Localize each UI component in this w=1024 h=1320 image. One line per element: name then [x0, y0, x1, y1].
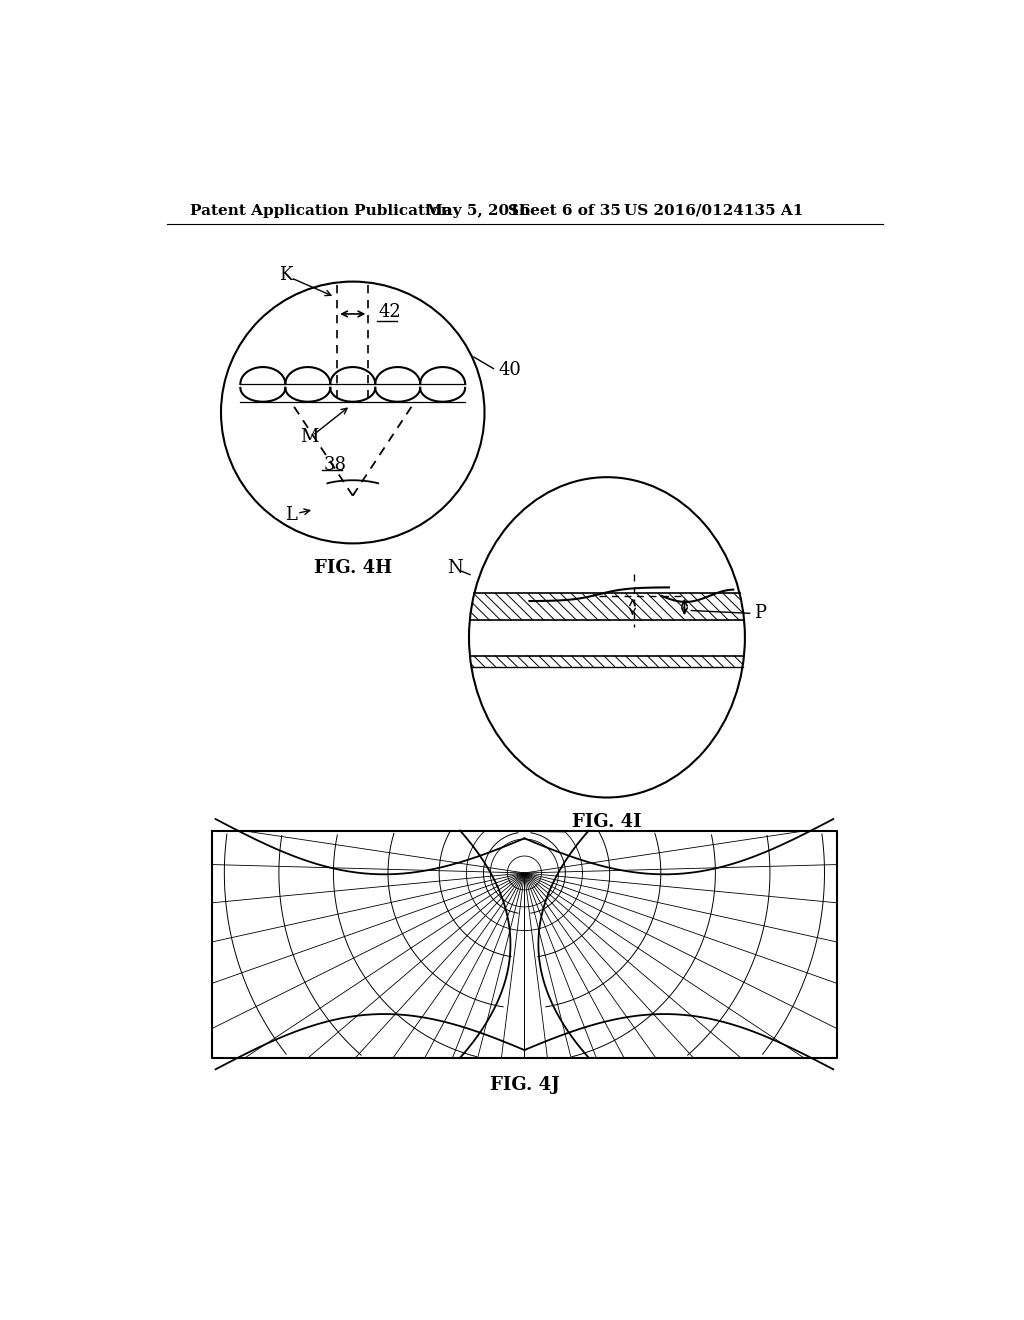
Text: P: P [755, 603, 766, 622]
Text: M: M [300, 428, 318, 446]
Text: 40: 40 [499, 362, 521, 379]
Text: N: N [447, 560, 463, 577]
Text: K: K [280, 267, 293, 284]
Text: L: L [285, 506, 296, 524]
Text: May 5, 2016: May 5, 2016 [426, 203, 530, 218]
Text: Sheet 6 of 35: Sheet 6 of 35 [508, 203, 621, 218]
Text: FIG. 4H: FIG. 4H [313, 558, 392, 577]
Text: US 2016/0124135 A1: US 2016/0124135 A1 [624, 203, 804, 218]
Text: FIG. 4I: FIG. 4I [572, 813, 642, 830]
Text: 38: 38 [324, 455, 346, 474]
Text: 42: 42 [378, 304, 401, 321]
Text: Patent Application Publication: Patent Application Publication [190, 203, 452, 218]
Text: FIG. 4J: FIG. 4J [489, 1076, 559, 1094]
